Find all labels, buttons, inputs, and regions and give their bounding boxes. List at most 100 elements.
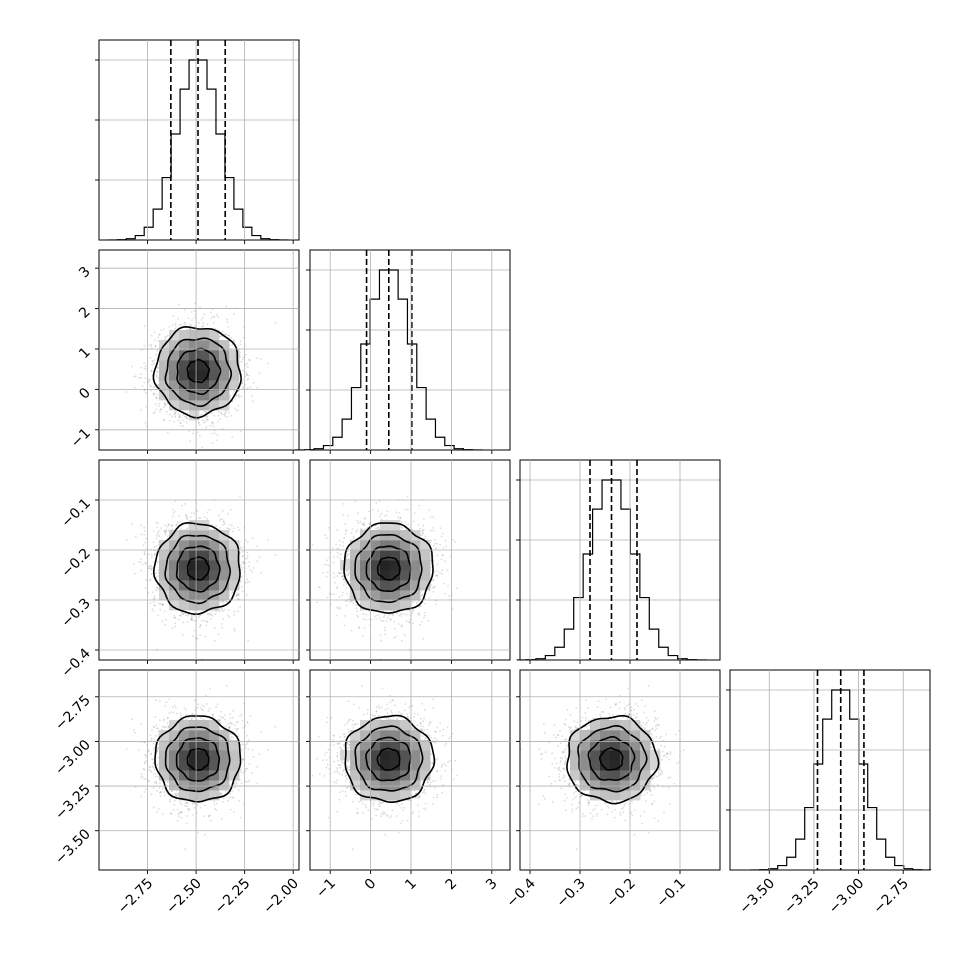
scatter-point <box>222 609 225 612</box>
scatter-point <box>155 521 158 524</box>
scatter-point <box>182 613 185 615</box>
scatter-point <box>229 397 231 400</box>
scatter-point <box>193 629 196 632</box>
scatter-point <box>151 363 153 366</box>
scatter-point <box>157 336 160 339</box>
scatter-point <box>140 349 143 351</box>
scatter-point <box>207 418 209 421</box>
scatter-point <box>155 537 158 540</box>
scatter-point <box>239 606 242 609</box>
scatter-point <box>159 608 162 611</box>
scatter-point <box>134 572 137 575</box>
scatter-point <box>179 414 181 417</box>
scatter-point <box>173 421 175 423</box>
scatter-point <box>260 572 262 574</box>
scatter-point <box>241 555 244 557</box>
scatter-point <box>201 419 204 421</box>
scatter-point <box>163 419 165 421</box>
scatter-point <box>171 324 174 327</box>
scatter-point <box>166 410 168 413</box>
scatter-point <box>131 365 134 368</box>
scatter-point <box>125 391 128 393</box>
scatter-point <box>145 579 148 581</box>
scatter-point <box>236 526 239 529</box>
histogram-panel-0 <box>95 39 300 241</box>
scatter-point <box>155 396 158 398</box>
scatter-point <box>251 537 254 540</box>
scatter-point <box>233 341 236 343</box>
scatter-point <box>239 343 242 346</box>
scatter-point <box>251 570 254 573</box>
scatter-point <box>239 546 242 549</box>
scatter-point <box>178 303 180 306</box>
scatter-point <box>185 514 187 516</box>
scatter-point <box>225 334 227 336</box>
scatter-point <box>256 560 259 562</box>
scatter-point <box>221 518 224 521</box>
scatter-point <box>220 411 223 414</box>
scatter-point <box>238 396 241 399</box>
scatter-point <box>238 593 240 596</box>
scatter-point <box>164 533 167 536</box>
scatter-point <box>164 524 167 527</box>
scatter-point <box>178 324 181 326</box>
scatter-point <box>213 639 216 642</box>
scatter-point <box>235 395 238 397</box>
scatter-point <box>206 419 209 421</box>
scatter-point <box>152 597 155 600</box>
scatter-point <box>150 573 153 575</box>
scatter-point <box>152 541 155 544</box>
scatter-point <box>192 614 195 617</box>
scatter-point <box>155 353 158 356</box>
scatter-point <box>140 376 143 379</box>
scatter-point <box>203 313 206 316</box>
scatter-point <box>157 397 159 400</box>
scatter-point <box>180 425 183 427</box>
scatter-point <box>246 387 249 390</box>
scatter-point <box>152 360 154 363</box>
scatter-point <box>189 440 192 443</box>
scatter-point <box>235 409 238 412</box>
scatter-point <box>143 534 146 536</box>
scatter-point <box>215 524 218 527</box>
scatter-point <box>155 408 158 411</box>
scatter-point <box>179 614 182 617</box>
scatter-point <box>260 358 262 360</box>
scatter-point <box>239 430 242 433</box>
scatter-point <box>224 411 227 413</box>
scatter-point <box>153 362 155 365</box>
scatter-point <box>181 414 184 416</box>
scatter-point <box>239 564 242 567</box>
scatter-point <box>220 609 223 612</box>
scatter-point <box>150 370 153 373</box>
scatter-point <box>217 420 219 423</box>
panel-frame <box>98 39 300 241</box>
scatter-point <box>222 413 225 416</box>
scatter-point <box>234 407 236 410</box>
scatter-point <box>232 339 235 341</box>
scatter-point <box>219 418 222 421</box>
scatter-point <box>164 623 167 626</box>
scatter-point <box>168 419 171 422</box>
scatter-point <box>245 594 248 596</box>
density-cell <box>159 540 170 551</box>
scatter-point <box>164 404 167 407</box>
density-cell <box>199 380 210 391</box>
scatter-point <box>173 617 176 619</box>
density-cell <box>159 570 170 581</box>
scatter-point <box>182 621 185 624</box>
scatter-point <box>210 432 213 435</box>
scatter-point <box>241 369 244 372</box>
scatter-point <box>202 322 205 325</box>
scatter-point <box>198 614 201 617</box>
scatter-point <box>155 589 158 592</box>
scatter-point <box>149 389 152 392</box>
scatter-point <box>224 608 226 611</box>
scatter-point <box>148 379 151 381</box>
scatter-point <box>227 527 230 530</box>
scatter-point <box>144 391 147 394</box>
scatter-point <box>233 390 236 392</box>
scatter-point <box>162 406 165 409</box>
scatter-point <box>209 425 212 427</box>
